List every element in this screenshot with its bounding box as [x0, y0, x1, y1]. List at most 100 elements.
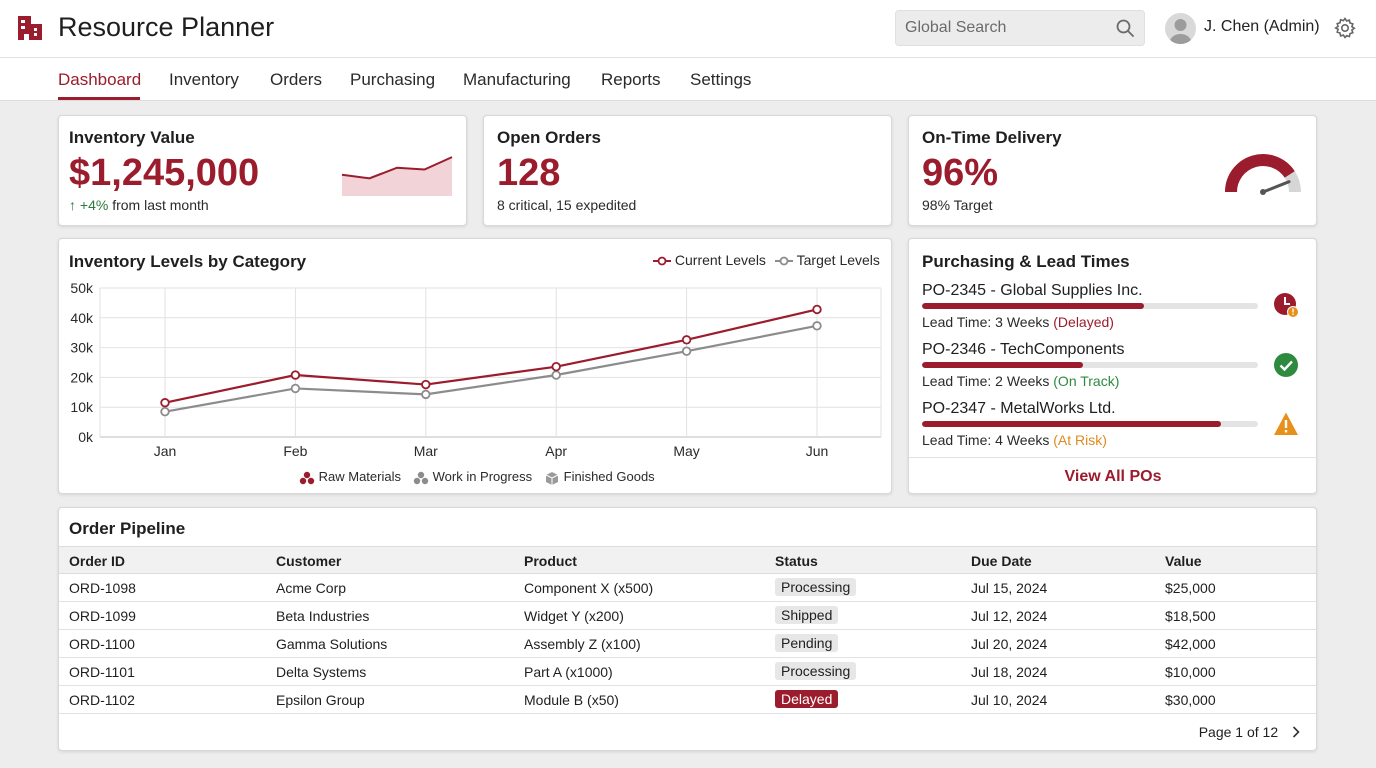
col-value[interactable]: Value [1165, 553, 1202, 569]
table-row[interactable]: ORD-1098 Acme Corp Component X (x500) Pr… [59, 574, 1316, 602]
legend-label: Target Levels [796, 252, 880, 268]
col-status[interactable]: Status [775, 553, 818, 569]
card-title: Inventory Value [69, 128, 195, 147]
po-progress-fill [922, 303, 1144, 309]
legend-current[interactable]: Current Levels [653, 252, 766, 268]
po-status-on-track: (On Track) [1053, 373, 1120, 389]
y-tick-label: 30k [70, 340, 94, 356]
data-point-target[interactable] [421, 389, 431, 400]
data-point-target[interactable] [290, 383, 301, 394]
col-customer[interactable]: Customer [276, 553, 342, 569]
col-product[interactable]: Product [524, 553, 577, 569]
table-row[interactable]: ORD-1102 Epsilon Group Module B (x50) De… [59, 686, 1316, 714]
cell-value: $25,000 [1165, 580, 1216, 596]
cell-order-id: ORD-1100 [69, 636, 135, 652]
tab-manufacturing[interactable]: Manufacturing [463, 70, 571, 89]
table-row[interactable]: ORD-1100 Gamma Solutions Assembly Z (x10… [59, 630, 1316, 658]
data-point-current[interactable] [160, 398, 170, 408]
legend-line-target [775, 256, 793, 266]
global-search[interactable] [895, 10, 1145, 46]
open-orders-value: 128 [497, 152, 561, 194]
category-finished-goods[interactable]: Finished Goods [544, 469, 655, 485]
cell-value: $18,500 [1165, 608, 1216, 624]
cell-customer: Beta Industries [276, 608, 370, 624]
logo-icon [18, 16, 42, 40]
category-raw-materials[interactable]: Raw Materials [299, 469, 401, 485]
app-header: Resource Planner J. Chen (Admin) [0, 0, 1376, 58]
on-time-value: 96% [922, 152, 999, 194]
cell-order-id: ORD-1099 [69, 608, 136, 624]
po-item-title[interactable]: PO-2345 - Global Supplies Inc. [922, 282, 1143, 299]
on-time-delivery-card[interactable]: On-Time Delivery 96% 98% Target [908, 115, 1317, 226]
po-item-title[interactable]: PO-2347 - MetalWorks Ltd. [922, 400, 1116, 417]
avatar[interactable] [1165, 13, 1196, 44]
po-progress-track [922, 303, 1258, 309]
data-point-target[interactable] [551, 370, 561, 380]
data-point-current[interactable] [812, 304, 822, 315]
search-icon[interactable] [1115, 18, 1135, 38]
y-tick-label: 20k [70, 369, 94, 385]
data-point-current[interactable] [290, 370, 301, 380]
po-item-title[interactable]: PO-2346 - TechComponents [922, 341, 1125, 358]
cell-product: Assembly Z (x100) [524, 636, 641, 652]
col-order-id[interactable]: Order ID [69, 553, 126, 569]
app-title: Resource Planner [58, 12, 275, 42]
cell-customer: Acme Corp [276, 580, 347, 596]
col-due-date[interactable]: Due Date [971, 553, 1032, 569]
po-lead-time: Lead Time: 4 Weeks (At Risk) [922, 432, 1107, 448]
tab-inventory[interactable]: Inventory [169, 70, 239, 89]
tab-reports[interactable]: Reports [601, 70, 661, 89]
card-title: Open Orders [497, 128, 601, 147]
change-percent: +4% [79, 197, 109, 213]
po-lead-time: Lead Time: 2 Weeks (On Track) [922, 373, 1119, 389]
cell-value: $10,000 [1165, 664, 1216, 680]
inventory-value-card[interactable]: Inventory Value $1,245,000 ↑ +4% from la… [58, 115, 467, 226]
series-line-target [164, 324, 818, 413]
legend-target[interactable]: Target Levels [775, 252, 880, 268]
tab-dashboard[interactable]: Dashboard [58, 70, 142, 89]
table-row[interactable]: ORD-1099 Beta Industries Widget Y (x200)… [59, 602, 1316, 630]
lead-time-text: Lead Time: 4 Weeks [922, 432, 1050, 448]
tab-settings[interactable]: Settings [690, 70, 752, 89]
cell-order-id: ORD-1101 [69, 664, 135, 680]
finished-goods-icon [545, 471, 559, 485]
data-point-target[interactable] [681, 346, 692, 356]
x-tick-label: Feb [283, 443, 307, 459]
y-tick-label: 0k [78, 429, 94, 445]
user-name[interactable]: J. Chen (Admin) [1204, 18, 1320, 35]
sparkline-area [342, 157, 452, 196]
tab-orders[interactable]: Orders [270, 70, 322, 89]
sparkline-line [341, 156, 453, 180]
x-tick-label: May [673, 443, 699, 459]
lead-time-text: Lead Time: 3 Weeks [922, 314, 1050, 330]
category-work-in-progress[interactable]: Work in Progress [413, 469, 532, 485]
open-orders-card[interactable]: Open Orders 128 8 critical, 15 expedited [483, 115, 892, 226]
search-input[interactable] [896, 11, 1106, 45]
cell-order-id: ORD-1102 [69, 692, 135, 708]
cell-product: Widget Y (x200) [524, 608, 624, 624]
data-point-target[interactable] [160, 406, 170, 417]
gear-icon[interactable] [1333, 16, 1357, 40]
view-all-pos-link[interactable]: View All POs [909, 457, 1317, 494]
po-progress-fill [922, 421, 1222, 427]
clock-alert-icon [1274, 293, 1299, 318]
inventory-sparkline [341, 156, 453, 196]
data-point-current[interactable] [681, 335, 692, 345]
tab-purchasing[interactable]: Purchasing [350, 70, 436, 89]
purchasing-title: Purchasing & Lead Times [922, 252, 1130, 271]
x-tick-label: Mar [414, 443, 438, 459]
work-in-progress-icon [413, 471, 429, 484]
chevron-right-icon[interactable] [1292, 724, 1300, 740]
data-point-target[interactable] [812, 321, 822, 331]
cell-due-date: Jul 15, 2024 [971, 580, 1048, 596]
card-title: On-Time Delivery [922, 128, 1062, 147]
gauge-needle [1261, 180, 1291, 194]
main-nav: Dashboard Inventory Orders Purchasing Ma… [0, 58, 1376, 101]
data-point-current[interactable] [421, 379, 431, 390]
category-label: Raw Materials [318, 469, 401, 484]
check-circle-icon [1274, 353, 1298, 377]
table-row[interactable]: ORD-1101 Delta Systems Part A (x1000) Pr… [59, 658, 1316, 686]
inventory-line-chart: 0k 10k 20k 30k 40k 50k Jan Feb Mar Apr May Jun [70, 280, 882, 459]
cell-due-date: Jul 20, 2024 [971, 636, 1048, 652]
data-point-current[interactable] [551, 361, 561, 372]
